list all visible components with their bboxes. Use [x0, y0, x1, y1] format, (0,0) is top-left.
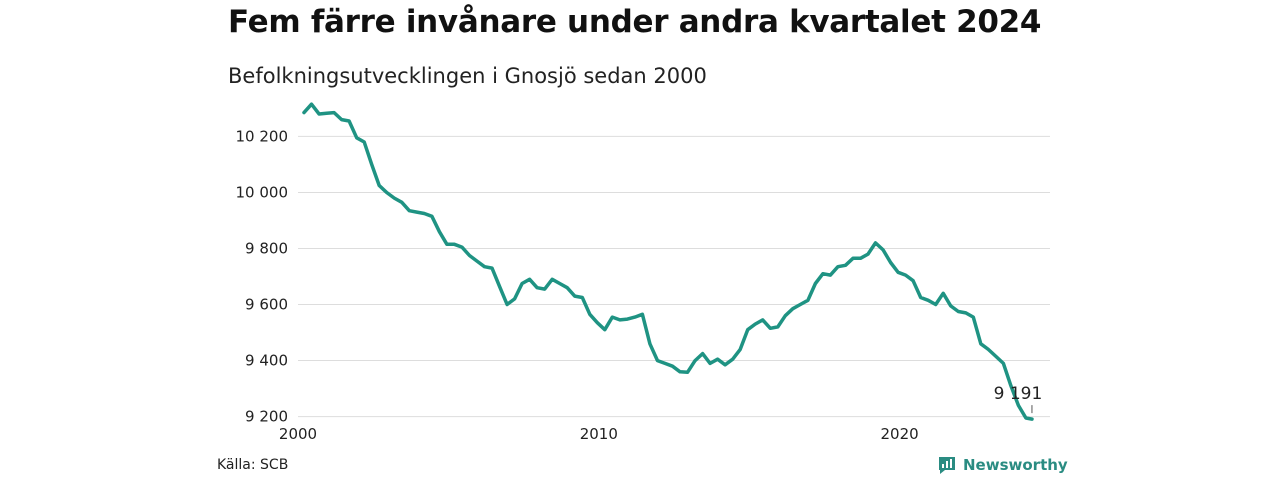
- brand-logo[interactable]: Newsworthy: [937, 455, 1068, 475]
- brand-name: Newsworthy: [963, 456, 1068, 474]
- last-value-label: 9 191: [994, 384, 1043, 404]
- series-line: [302, 102, 1034, 421]
- chart-title: Fem färre invånare under andra kvartalet…: [228, 4, 1042, 40]
- newsworthy-logo-icon: [939, 457, 955, 474]
- x-tick-label: 2010: [580, 425, 618, 443]
- y-tick-label: 9 200: [245, 408, 288, 426]
- x-tick-label: 2000: [279, 425, 317, 443]
- x-tick-label: 2020: [881, 425, 919, 443]
- y-tick-label: 10 000: [236, 183, 289, 201]
- y-tick-label: 9 400: [245, 352, 288, 370]
- chart-subtitle: Befolkningsutvecklingen i Gnosjö sedan 2…: [228, 64, 707, 88]
- source-label: Källa: SCB: [217, 457, 289, 473]
- y-tick-label: 10 200: [236, 127, 289, 145]
- y-tick-label: 9 600: [245, 296, 288, 314]
- y-tick-label: 9 800: [245, 239, 288, 257]
